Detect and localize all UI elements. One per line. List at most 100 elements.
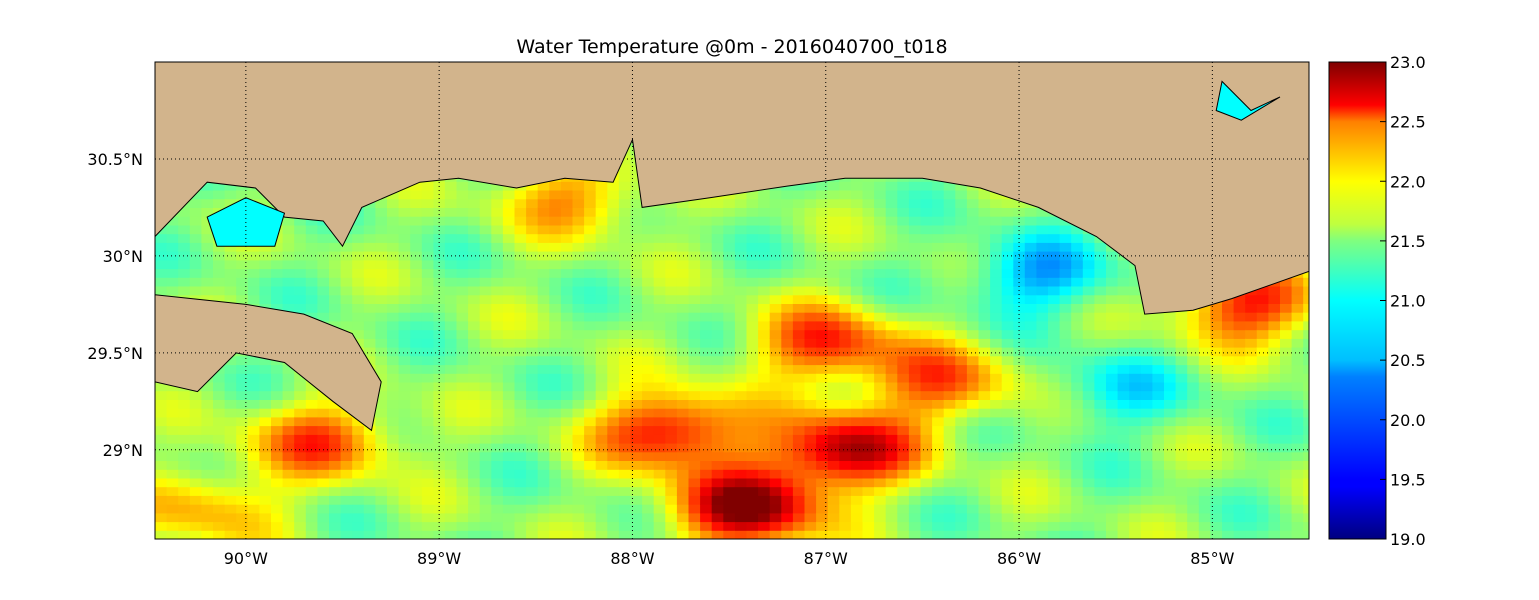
heat-cell [410,338,423,348]
heat-cell [862,338,875,348]
heat-cell [155,460,168,470]
heat-cell [943,207,956,217]
heat-cell [1059,443,1072,453]
heat-cell [769,460,782,470]
heat-cell [1001,399,1014,409]
heat-cell [329,268,342,278]
heat-cell [363,277,376,287]
heat-cell [201,181,214,191]
heat-cell [398,416,411,427]
heat-cell [456,521,469,531]
heat-cell [560,320,574,331]
heat-cell [955,190,968,200]
heat-cell [1024,320,1037,331]
heat-cell [1198,425,1211,435]
heat-cell [444,259,458,270]
heat-cell [1175,320,1188,331]
heat-cell [456,207,469,217]
heat-cell [850,469,864,479]
heat-cell [862,495,875,505]
heat-cell [514,434,527,444]
heat-cell [618,251,632,261]
heat-cell [804,373,817,383]
heat-cell [804,312,817,322]
heat-cell [746,408,759,418]
heat-cell [966,381,980,392]
heat-cell [1082,443,1095,453]
heat-cell [630,207,643,217]
heat-cell [537,224,550,235]
heat-cell [850,521,864,531]
heat-cell [282,303,295,313]
heat-cell [1013,504,1026,514]
heat-cell [398,294,411,304]
heat-cell [1140,521,1153,531]
heat-cell [908,390,922,400]
heat-cell [885,242,898,252]
heat-cell [1187,355,1200,366]
heat-cell [387,190,400,200]
heat-cell [444,329,458,339]
heat-cell [1024,277,1037,287]
heat-cell [920,477,933,488]
heat-cell [897,338,910,348]
heat-cell [792,224,806,235]
heat-cell [804,390,817,400]
heat-cell [329,443,342,453]
heat-cell [549,530,562,539]
heat-cell [1094,355,1107,366]
heat-cell [352,294,365,304]
heat-cell [700,294,713,304]
heat-cell [804,286,817,296]
heat-cell [363,294,376,304]
heat-cell [1001,320,1014,331]
heat-cell [572,512,585,523]
heat-cell [642,486,655,496]
heat-cell [352,443,365,453]
heat-cell [1094,320,1107,331]
heat-cell [804,477,817,488]
heat-cell [271,416,284,427]
heat-cell [897,242,910,252]
heat-cell [1059,504,1072,514]
heat-cell [259,530,272,539]
heat-cell [781,434,794,444]
heat-cell [456,312,469,322]
heat-cell [955,460,968,470]
heat-cell [537,259,550,270]
heat-cell [839,216,852,226]
heat-cell [804,181,817,191]
heat-cell [514,242,527,252]
heat-cell [444,477,458,488]
heat-cell [236,469,249,479]
heat-cell [1140,530,1153,539]
heat-cell [1198,364,1211,374]
heat-cell [1082,486,1095,496]
heat-cell [618,477,632,488]
heat-cell [850,451,864,461]
heat-cell [932,294,945,304]
heat-cell [618,390,632,400]
heat-cell [653,434,666,444]
heat-cell [526,190,539,200]
heat-cell [1059,460,1072,470]
heat-cell [630,181,643,191]
heat-cell [375,521,388,531]
heat-cell [1013,347,1026,357]
heat-cell [700,242,713,252]
heat-cell [665,233,678,243]
heat-cell [607,451,620,461]
heat-cell [421,416,434,427]
heat-cell [723,303,736,313]
heat-cell [1164,312,1177,322]
heat-cell [456,495,469,505]
heat-cell [572,251,585,261]
heat-cell [595,495,608,505]
heat-cell [166,381,179,392]
heat-cell [572,277,585,287]
heat-cell [201,259,214,270]
heat-cell [1152,443,1165,453]
heat-cell [850,416,864,427]
heat-cell [990,434,1003,444]
heat-cell [1024,425,1037,435]
